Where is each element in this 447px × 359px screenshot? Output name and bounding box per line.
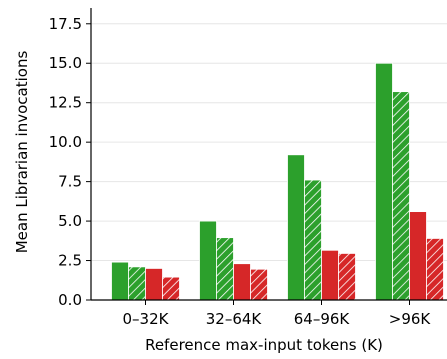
bar (375, 62, 393, 301)
y-tick-label: 12.5 (49, 94, 82, 112)
bar (128, 266, 146, 301)
y-tick-label: 17.5 (49, 15, 82, 33)
y-tick-label: 2.5 (58, 252, 82, 270)
x-tick-label: >96K (389, 310, 432, 328)
bar (392, 91, 410, 301)
x-axis-title: Reference max-input tokens (K) (145, 336, 383, 354)
bar (199, 220, 217, 301)
bar (426, 238, 444, 301)
bar (338, 253, 356, 301)
y-tick-label: 5.0 (58, 212, 82, 230)
gridlines (91, 23, 447, 301)
bar (145, 268, 163, 301)
y-tick-label: 10.0 (49, 133, 82, 151)
bar (111, 261, 129, 301)
x-tick-label: 32–64K (206, 310, 263, 328)
bar (287, 154, 305, 301)
x-tick-label: 64–96K (294, 310, 351, 328)
bar (409, 211, 427, 301)
y-tick-label: 0.0 (58, 291, 82, 309)
bar (233, 263, 251, 301)
axes: 0.0 2.5 5.0 7.5 10.0 12.5 15.0 17.5 0–32K 32–64K 6… (49, 8, 447, 328)
bar (304, 179, 322, 301)
bar (162, 276, 180, 301)
bar (250, 268, 268, 301)
x-tick-label: 0–32K (123, 310, 170, 328)
y-tick-label: 7.5 (58, 173, 82, 191)
bar (216, 237, 234, 301)
y-tick-label: 15.0 (49, 54, 82, 72)
y-axis-title: Mean Librarian invocations (13, 51, 31, 254)
bar (321, 249, 339, 301)
